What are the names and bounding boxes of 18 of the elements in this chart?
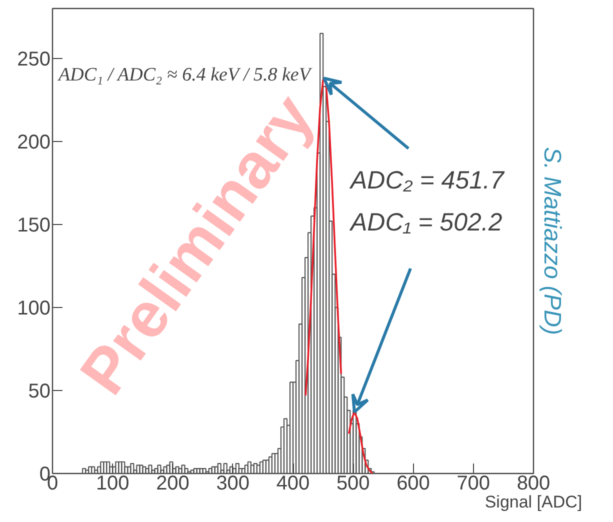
x-tick-label: 800 (516, 472, 550, 494)
y-tick-label: 250 (17, 48, 51, 70)
y-tick-label: 200 (17, 131, 51, 154)
annotation: ADC₂ = 451.7 (348, 166, 505, 194)
annotation: ADC₁ / ADC₂ ≈ 6.4 keV / 5.8 keV (56, 64, 313, 86)
x-tick-label: 300 (216, 472, 250, 494)
x-tick-label: 200 (156, 472, 190, 494)
x-tick-label: 400 (276, 472, 310, 494)
y-tick-label: 50 (28, 380, 51, 402)
x-axis-title: Signal [ADC] (484, 492, 582, 512)
y-tick-label: 100 (17, 297, 51, 320)
y-tick-label: 150 (17, 214, 51, 236)
x-tick-label: 500 (336, 472, 370, 494)
text: S. Mattiazzo (PD) (538, 146, 566, 336)
x-tick-label: 600 (396, 472, 430, 494)
annotation: ADC₁ = 502.2 (348, 208, 502, 236)
x-tick-label: 100 (96, 472, 130, 494)
x-tick-label: 700 (456, 472, 490, 494)
